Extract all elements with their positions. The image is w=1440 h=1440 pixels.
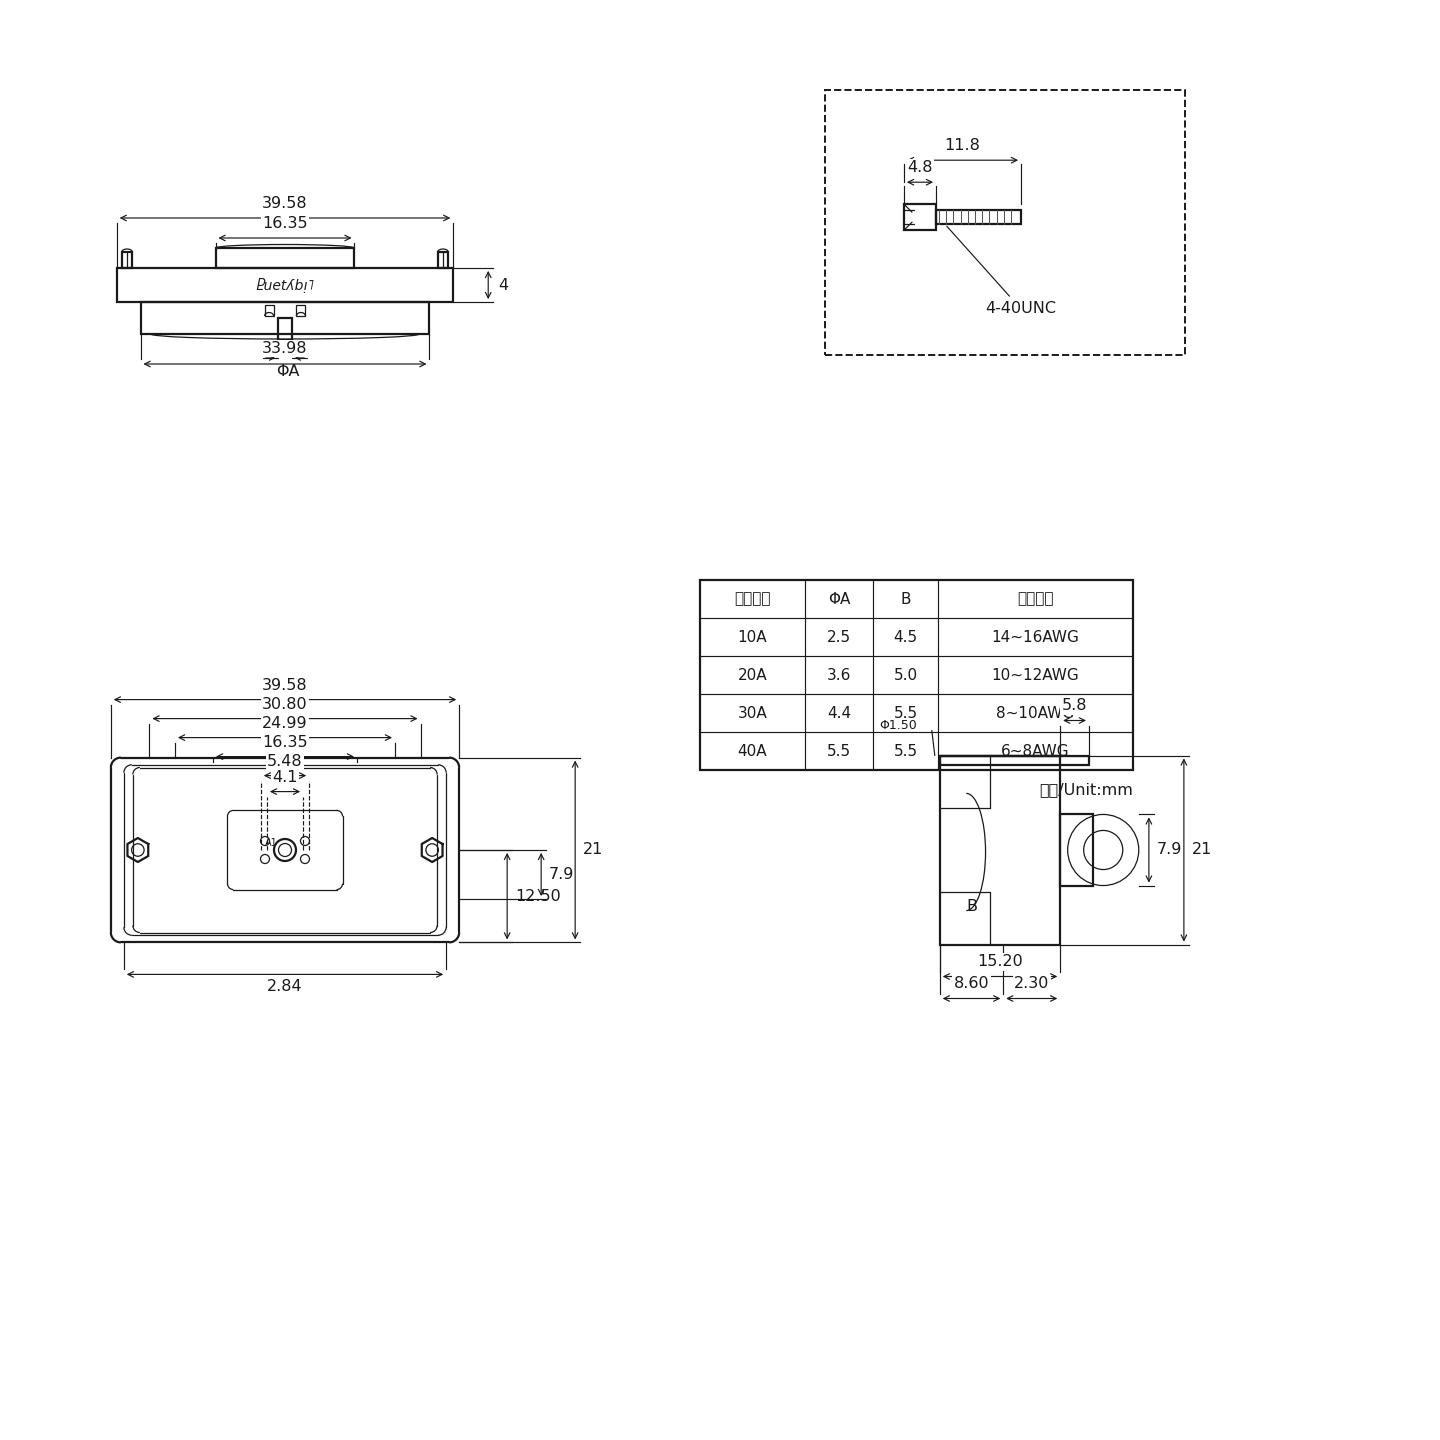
Text: 8~10AWG: 8~10AWG	[996, 706, 1074, 720]
Bar	[278, 318, 292, 340]
Bar	[438, 252, 448, 268]
Bar	[940, 756, 1060, 945]
Text: 21: 21	[583, 842, 603, 857]
Text: 2.84: 2.84	[268, 979, 302, 995]
Bar	[297, 305, 305, 315]
Text: B: B	[900, 592, 910, 606]
Text: 4.4: 4.4	[827, 706, 851, 720]
Bar	[940, 756, 1089, 765]
Text: 30A: 30A	[737, 706, 768, 720]
Bar	[904, 204, 936, 230]
Text: 39.58: 39.58	[262, 196, 308, 212]
Text: Ⴒuetʎbᴉ˥: Ⴒuetʎbᴉ˥	[255, 278, 314, 294]
Bar	[1060, 815, 1093, 886]
Text: 21: 21	[1192, 842, 1212, 857]
Text: 单位/Unit:mm: 单位/Unit:mm	[1040, 782, 1133, 796]
Bar	[117, 268, 454, 302]
Bar	[825, 89, 1185, 356]
Text: 额定电流: 额定电流	[734, 592, 770, 606]
Text: 4-40UNC: 4-40UNC	[948, 226, 1056, 315]
Text: 30.80: 30.80	[262, 697, 308, 711]
Text: 线材规格: 线材规格	[1017, 592, 1054, 606]
Text: 2.5: 2.5	[827, 629, 851, 645]
Bar	[122, 252, 132, 268]
Text: 5.48: 5.48	[268, 753, 302, 769]
Text: 3.6: 3.6	[827, 668, 851, 683]
Bar	[265, 305, 274, 315]
Text: 4.8: 4.8	[907, 160, 933, 176]
Text: Φ1.50: Φ1.50	[878, 719, 917, 732]
Text: 4.1: 4.1	[272, 769, 298, 785]
Text: 4.5: 4.5	[893, 629, 917, 645]
Text: 16.35: 16.35	[262, 216, 308, 230]
Text: ΦA: ΦA	[276, 364, 300, 379]
Text: 12.50: 12.50	[516, 888, 562, 904]
Bar	[141, 302, 429, 334]
Text: 7.9: 7.9	[549, 867, 575, 881]
Text: 2.30: 2.30	[1014, 976, 1050, 992]
Bar	[700, 580, 1133, 770]
Bar	[936, 210, 1021, 225]
Text: 7.9: 7.9	[1156, 842, 1182, 857]
Text: 14~16AWG: 14~16AWG	[992, 629, 1080, 645]
Text: 6~8AWG: 6~8AWG	[1001, 743, 1070, 759]
Bar	[216, 248, 354, 268]
Text: 24.99: 24.99	[262, 716, 308, 730]
Text: 5.5: 5.5	[893, 706, 917, 720]
Text: 8.60: 8.60	[953, 976, 989, 992]
Text: 39.58: 39.58	[262, 678, 308, 693]
Text: 10~12AWG: 10~12AWG	[992, 668, 1080, 683]
Text: 5.8: 5.8	[1061, 698, 1087, 713]
Text: 5.5: 5.5	[827, 743, 851, 759]
Text: 16.35: 16.35	[262, 734, 308, 750]
Text: 5.5: 5.5	[893, 743, 917, 759]
Text: 10A: 10A	[737, 629, 768, 645]
Text: 11.8: 11.8	[945, 138, 981, 153]
Text: 40A: 40A	[737, 743, 768, 759]
Text: B: B	[966, 899, 978, 914]
Text: A1: A1	[265, 838, 278, 848]
Text: 15.20: 15.20	[978, 955, 1022, 969]
Text: 4: 4	[498, 278, 508, 292]
Text: ΦA: ΦA	[828, 592, 850, 606]
Text: 33.98: 33.98	[262, 341, 308, 356]
Text: 20A: 20A	[737, 668, 768, 683]
Text: 5.0: 5.0	[893, 668, 917, 683]
